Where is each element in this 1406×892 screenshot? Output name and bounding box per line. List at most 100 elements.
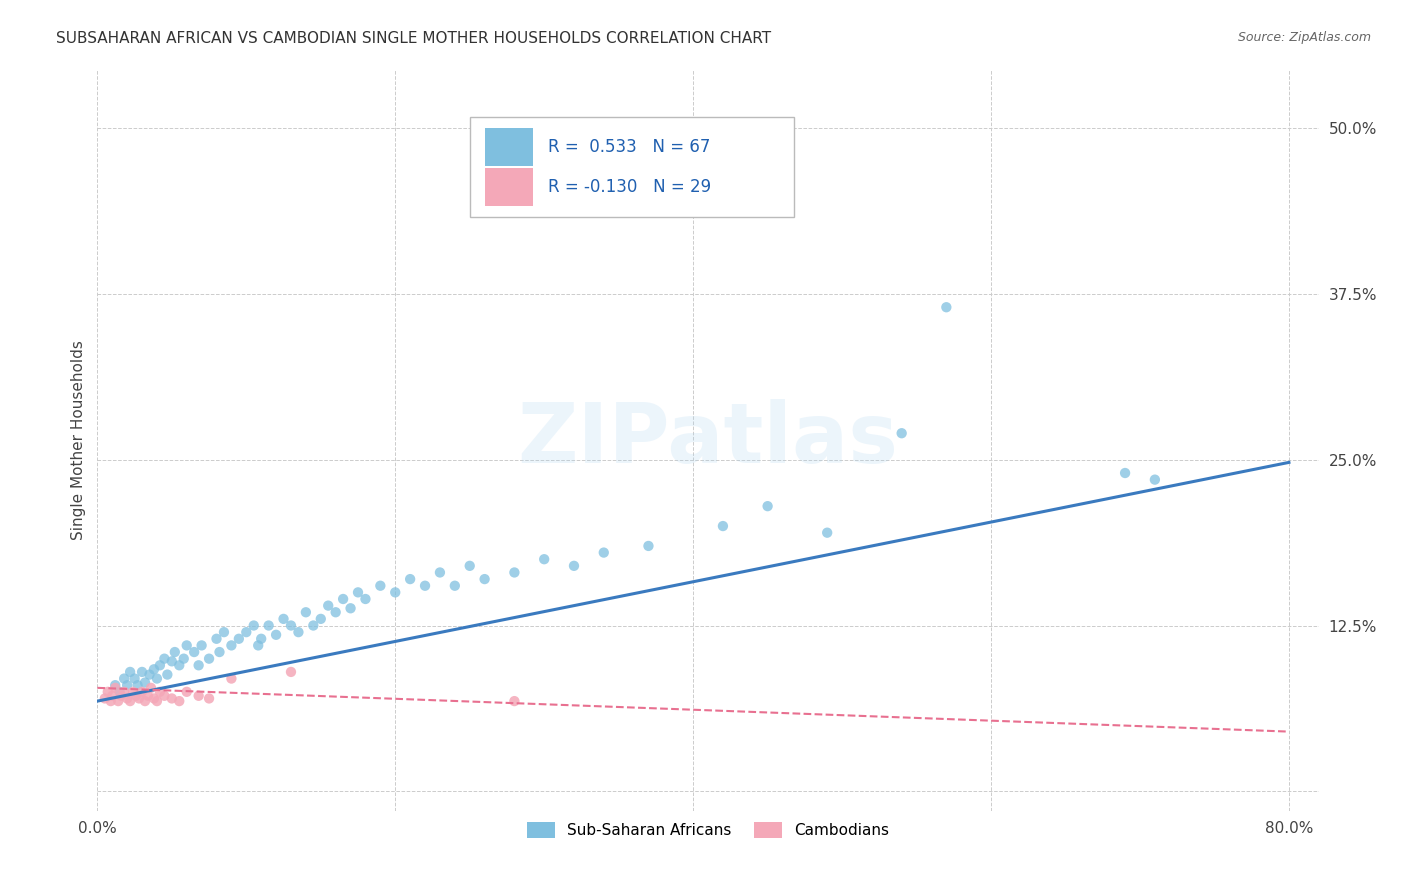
Point xyxy=(235,625,257,640)
Point xyxy=(149,658,172,673)
Point xyxy=(273,612,295,626)
Point xyxy=(100,694,122,708)
Point xyxy=(101,689,124,703)
Point xyxy=(160,691,183,706)
Point xyxy=(257,618,280,632)
Point xyxy=(247,639,270,653)
Point xyxy=(756,499,779,513)
Point xyxy=(115,678,138,692)
Point xyxy=(122,685,145,699)
Point xyxy=(429,566,451,580)
Point xyxy=(94,691,117,706)
Point xyxy=(198,651,221,665)
Point xyxy=(125,689,148,703)
Point xyxy=(149,685,172,699)
Text: R =  0.533   N = 67: R = 0.533 N = 67 xyxy=(548,138,710,156)
Point xyxy=(110,689,132,703)
Point xyxy=(153,651,176,665)
Legend: Sub-Saharan Africans, Cambodians: Sub-Saharan Africans, Cambodians xyxy=(522,816,896,845)
Point xyxy=(131,685,153,699)
Point xyxy=(221,639,243,653)
Point xyxy=(212,625,235,640)
Point xyxy=(280,665,302,679)
Point xyxy=(136,689,159,703)
Point xyxy=(115,691,138,706)
Point xyxy=(637,539,659,553)
Point xyxy=(187,658,209,673)
Point xyxy=(309,612,332,626)
Point xyxy=(474,572,496,586)
Point xyxy=(316,599,339,613)
Point xyxy=(413,579,436,593)
Text: ZIPatlas: ZIPatlas xyxy=(517,400,898,481)
Point xyxy=(142,691,165,706)
Text: Source: ZipAtlas.com: Source: ZipAtlas.com xyxy=(1237,31,1371,45)
Point xyxy=(592,545,614,559)
Point xyxy=(146,672,169,686)
Point xyxy=(139,681,162,695)
Point xyxy=(347,585,370,599)
Point xyxy=(332,592,354,607)
Point xyxy=(711,519,734,533)
Point xyxy=(104,681,127,695)
Point xyxy=(169,658,191,673)
Point xyxy=(890,426,912,441)
Point xyxy=(384,585,406,599)
Point xyxy=(370,579,392,593)
Point xyxy=(112,672,135,686)
Point xyxy=(120,665,142,679)
Point xyxy=(163,645,186,659)
Point xyxy=(264,628,287,642)
Point xyxy=(503,566,526,580)
Point xyxy=(127,678,149,692)
Point xyxy=(250,632,273,646)
Point xyxy=(339,601,361,615)
Point xyxy=(533,552,555,566)
Point xyxy=(198,691,221,706)
Point xyxy=(458,558,481,573)
FancyBboxPatch shape xyxy=(485,128,533,166)
Y-axis label: Single Mother Households: Single Mother Households xyxy=(72,340,86,540)
Point xyxy=(146,694,169,708)
Point xyxy=(124,672,146,686)
Point xyxy=(120,694,142,708)
Point xyxy=(354,592,377,607)
Point xyxy=(156,667,179,681)
Point xyxy=(295,605,318,619)
Point xyxy=(221,672,243,686)
Point xyxy=(176,685,198,699)
Point xyxy=(503,694,526,708)
Point xyxy=(228,632,250,646)
Point xyxy=(815,525,838,540)
Point xyxy=(176,639,198,653)
Point xyxy=(134,675,156,690)
Point xyxy=(97,685,120,699)
Point xyxy=(173,651,195,665)
Point xyxy=(187,689,209,703)
Text: SUBSAHARAN AFRICAN VS CAMBODIAN SINGLE MOTHER HOUSEHOLDS CORRELATION CHART: SUBSAHARAN AFRICAN VS CAMBODIAN SINGLE M… xyxy=(56,31,772,46)
Point xyxy=(128,691,150,706)
Point xyxy=(562,558,585,573)
Point xyxy=(1143,473,1166,487)
Point xyxy=(302,618,325,632)
Point xyxy=(104,678,127,692)
Point xyxy=(280,618,302,632)
Point xyxy=(287,625,309,640)
Point xyxy=(325,605,347,619)
Point xyxy=(443,579,465,593)
Point xyxy=(138,667,160,681)
Point xyxy=(190,639,212,653)
Point xyxy=(169,694,191,708)
Point xyxy=(160,654,183,668)
Point xyxy=(935,300,957,314)
FancyBboxPatch shape xyxy=(470,117,793,217)
Point xyxy=(1114,466,1136,480)
Point xyxy=(183,645,205,659)
Point xyxy=(107,694,129,708)
Point xyxy=(112,685,135,699)
Point xyxy=(108,685,131,699)
Point xyxy=(131,665,153,679)
FancyBboxPatch shape xyxy=(485,168,533,206)
Text: R = -0.130   N = 29: R = -0.130 N = 29 xyxy=(548,178,711,196)
Point xyxy=(153,689,176,703)
